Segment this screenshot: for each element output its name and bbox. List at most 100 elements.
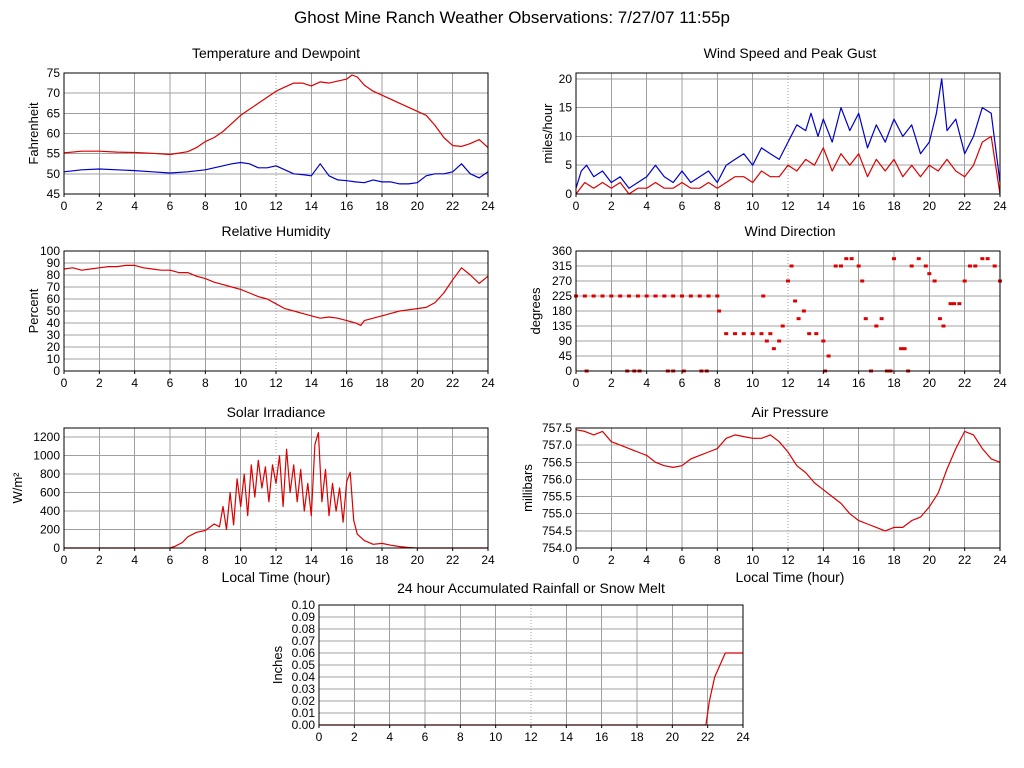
wdir-point <box>662 294 667 298</box>
rh-x-tick-label: 2 <box>96 376 103 390</box>
solar-y-tick-label: 0 <box>53 541 60 555</box>
wdir-x-tick-label: 10 <box>746 376 760 390</box>
wdir-point <box>635 294 640 298</box>
pressure-x-tick-label: 10 <box>746 553 760 567</box>
rain-y-axis-label: Inches <box>270 645 285 684</box>
wdir-y-tick-label: 90 <box>559 334 573 348</box>
pressure-x-tick-label: 4 <box>643 553 650 567</box>
wdir-point <box>957 302 962 306</box>
wdir-point <box>741 332 746 336</box>
wdir-point <box>985 257 990 261</box>
pressure-y-tick-label: 754.5 <box>542 524 572 538</box>
wind-x-tick-label: 20 <box>923 199 937 213</box>
wdir-x-tick-label: 20 <box>923 376 937 390</box>
wdir-point <box>937 317 942 321</box>
wdir-point <box>833 264 838 268</box>
rain-y-tick-label: 0.09 <box>292 610 316 624</box>
wdir-y-tick-label: 45 <box>559 349 573 363</box>
wdir-point <box>863 317 868 321</box>
solar-x-tick-label: 22 <box>446 553 460 567</box>
solar-chart-title: Solar Irradiance <box>227 404 326 420</box>
temp-x-tick-label: 22 <box>446 199 460 213</box>
wdir-x-tick-label: 8 <box>714 376 721 390</box>
wdir-point <box>932 279 937 283</box>
rain-y-tick-label: 0.02 <box>292 694 316 708</box>
wdir-point <box>591 294 596 298</box>
solar-x-tick-label: 16 <box>340 553 354 567</box>
wdir-point <box>724 332 729 336</box>
wdir-point <box>764 339 769 343</box>
temp-chart-title: Temperature and Dewpoint <box>192 45 360 61</box>
wind-series-1-line <box>575 135 1001 195</box>
temp-y-tick-label: 60 <box>47 127 61 141</box>
temp-y-tick-label: 50 <box>47 167 61 181</box>
wdir-point <box>967 264 972 268</box>
page-title: Ghost Mine Ranch Weather Observations: 7… <box>294 8 730 27</box>
rh-x-tick-label: 0 <box>61 376 68 390</box>
solar-x-tick-label: 12 <box>269 553 283 567</box>
rain-x-tick-label: 10 <box>489 730 503 744</box>
rain-x-tick-label: 24 <box>736 730 750 744</box>
wind-x-tick-label: 12 <box>781 199 795 213</box>
temp-y-tick-label: 70 <box>47 86 61 100</box>
wdir-point <box>874 324 879 328</box>
wind-chart-title: Wind Speed and Peak Gust <box>704 45 877 61</box>
wdir-point <box>892 257 896 261</box>
temp-x-tick-label: 16 <box>340 199 354 213</box>
wdir-y-tick-label: 360 <box>552 244 572 258</box>
wdir-y-tick-label: 0 <box>565 364 572 378</box>
solar-x-tick-label: 4 <box>131 553 138 567</box>
pressure-y-tick-label: 756.0 <box>542 472 572 486</box>
temp-y-tick-label: 75 <box>47 66 61 80</box>
wind-x-tick-label: 2 <box>608 199 615 213</box>
solar-series-0-line <box>64 432 488 549</box>
rain-y-tick-label: 0.10 <box>292 598 316 612</box>
pressure-x-tick-label: 14 <box>817 553 831 567</box>
wind-y-axis-label: miles/hour <box>540 103 555 164</box>
wdir-point <box>706 294 711 298</box>
wdir-point <box>796 317 801 321</box>
solar-y-tick-label: 400 <box>40 504 60 518</box>
rh-y-tick-label: 40 <box>47 316 61 330</box>
solar-x-tick-label: 20 <box>411 553 425 567</box>
rh-series-0-line <box>63 264 489 326</box>
temp-x-tick-label: 0 <box>61 199 68 213</box>
solar-y-tick-label: 800 <box>40 467 60 481</box>
rain-x-tick-label: 6 <box>422 730 429 744</box>
rh-y-tick-label: 30 <box>47 328 61 342</box>
wdir-point <box>992 264 997 268</box>
wdir-point <box>582 294 587 298</box>
rain-y-tick-label: 0.06 <box>292 646 316 660</box>
wdir-point <box>609 294 614 298</box>
rh-y-tick-label: 90 <box>47 256 61 270</box>
wdir-point <box>733 332 737 336</box>
pressure-y-tick-label: 755.5 <box>542 490 572 504</box>
wdir-point <box>777 339 782 343</box>
rh-x-tick-label: 16 <box>340 376 354 390</box>
rh-x-tick-label: 20 <box>411 376 425 390</box>
rain-x-tick-label: 2 <box>351 730 358 744</box>
wind-x-tick-label: 4 <box>643 199 650 213</box>
pressure-y-tick-label: 755.0 <box>542 507 572 521</box>
rain-x-tick-label: 0 <box>316 730 323 744</box>
wdir-point <box>771 347 776 351</box>
rain-x-tick-label: 12 <box>524 730 538 744</box>
pressure-x-tick-label: 20 <box>923 553 937 567</box>
wdir-point <box>671 294 676 298</box>
pressure-x-tick-label: 16 <box>852 553 866 567</box>
temp-x-tick-label: 10 <box>234 199 248 213</box>
temp-series-1-line <box>63 161 489 185</box>
wind-y-tick-label: 15 <box>559 101 573 115</box>
rh-y-tick-label: 10 <box>47 352 61 366</box>
wdir-point <box>750 332 755 336</box>
wdir-point <box>839 264 843 268</box>
wind-y-tick-label: 0 <box>565 187 572 201</box>
solar-x-tick-label: 6 <box>167 553 174 567</box>
pressure-x-axis-label: Local Time (hour) <box>736 569 845 585</box>
rh-y-tick-label: 50 <box>47 304 61 318</box>
wdir-y-tick-label: 270 <box>552 274 572 288</box>
wdir-point <box>909 264 914 268</box>
solar-y-axis-label: W/m² <box>10 472 25 504</box>
rh-y-tick-label: 100 <box>40 244 60 258</box>
